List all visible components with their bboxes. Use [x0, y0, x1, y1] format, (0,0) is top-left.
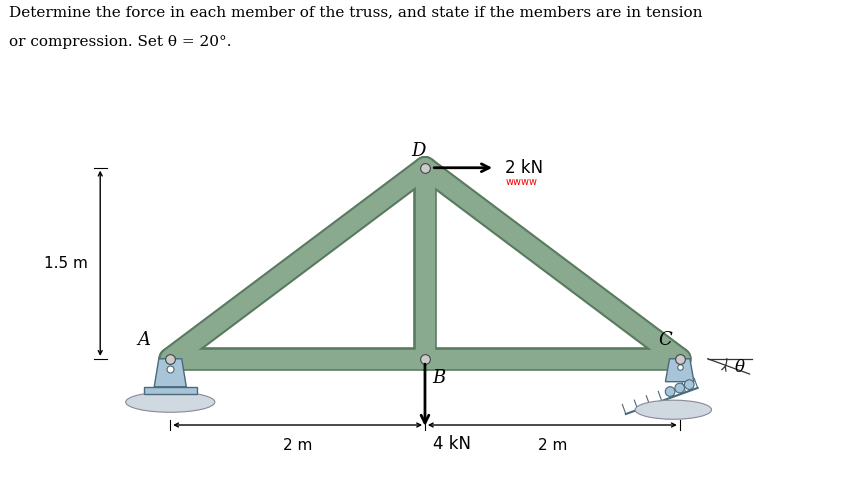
Text: 2 m: 2 m: [283, 438, 312, 453]
Ellipse shape: [125, 392, 214, 412]
Text: 2 m: 2 m: [538, 438, 567, 453]
Text: Determine the force in each member of the truss, and state if the members are in: Determine the force in each member of th…: [9, 5, 702, 19]
Text: A: A: [137, 331, 150, 349]
Text: wwww: wwww: [505, 177, 537, 187]
Polygon shape: [143, 387, 197, 394]
Circle shape: [685, 380, 694, 389]
Text: B: B: [432, 369, 446, 387]
Polygon shape: [154, 359, 186, 387]
Text: or compression. Set θ = 20°.: or compression. Set θ = 20°.: [9, 35, 231, 49]
Text: 2 kN: 2 kN: [505, 159, 543, 177]
Text: 1.5 m: 1.5 m: [44, 256, 88, 271]
Text: θ: θ: [734, 359, 745, 376]
Polygon shape: [666, 359, 694, 382]
Text: D: D: [412, 142, 426, 160]
Circle shape: [675, 383, 685, 393]
Circle shape: [665, 387, 675, 396]
Text: 4 kN: 4 kN: [432, 435, 471, 453]
Text: C: C: [658, 331, 672, 349]
Ellipse shape: [635, 400, 711, 419]
